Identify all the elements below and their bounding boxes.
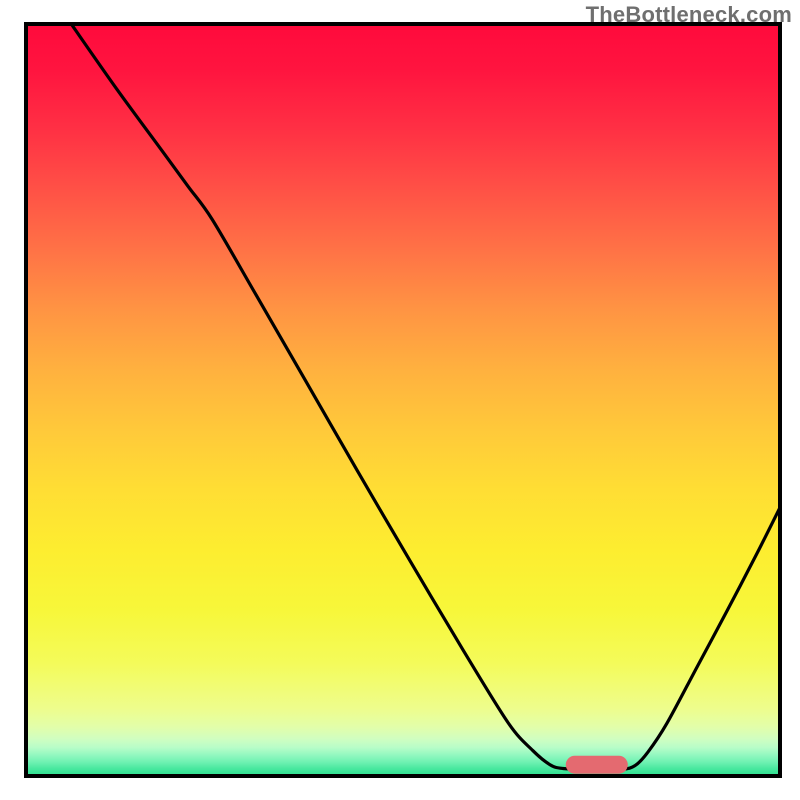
gradient-background <box>26 24 780 776</box>
chart-svg <box>0 0 800 800</box>
watermark-label: TheBottleneck.com <box>586 2 792 28</box>
bottleneck-chart: { "watermark": { "text": "TheBottleneck.… <box>0 0 800 800</box>
optimal-marker <box>566 756 628 774</box>
